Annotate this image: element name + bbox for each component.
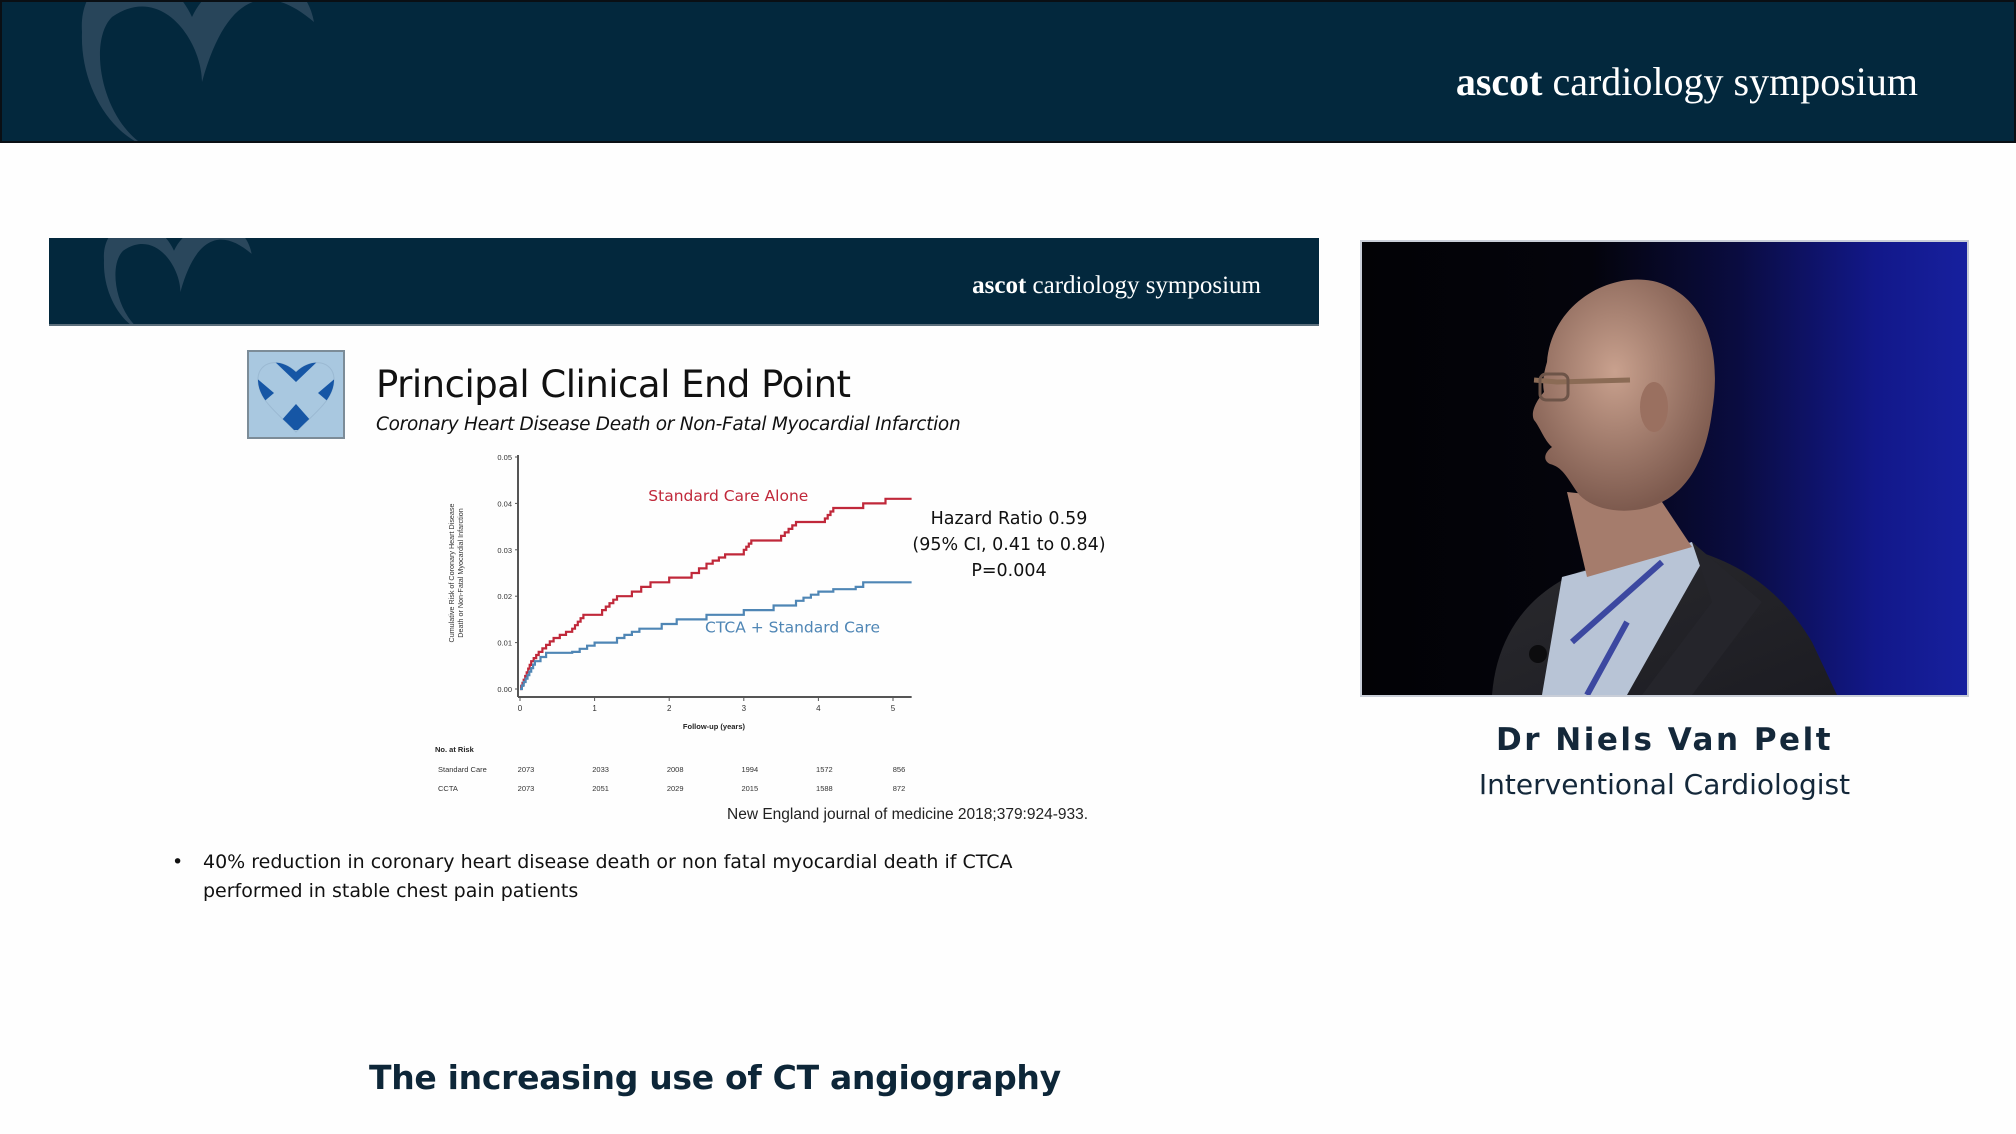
x-tick-label: 1 <box>592 704 597 713</box>
y-tick-label: 0.03 <box>497 546 512 555</box>
slide-brand-text: ascot cardiology symposium <box>972 272 1261 299</box>
risk-table-cell: 2033 <box>592 765 609 774</box>
bullet-item: • 40% reduction in coronary heart diseas… <box>172 848 1072 906</box>
speaker-role: Interventional Cardiologist <box>1478 768 1851 801</box>
heart-watermark-icon <box>81 2 314 141</box>
risk-table-cell: 2029 <box>667 784 684 793</box>
standard-care-curve <box>520 497 912 691</box>
standard-care-label: Standard Care Alone <box>648 487 808 505</box>
risk-table-cell: 856 <box>893 765 906 774</box>
x-tick-label: 3 <box>742 704 747 713</box>
confidence-interval-text: (95% CI, 0.41 to 0.84) <box>912 535 1106 555</box>
speaker-video <box>1360 240 1969 697</box>
kaplan-meier-chart: 0.00 0.01 0.02 0.03 0.04 0.05 0 1 2 3 4 5 Follow-up … <box>435 453 912 793</box>
risk-table-row-label: CCTA <box>438 784 458 793</box>
brand-logo-text: ascot cardiology symposium <box>1455 59 1918 104</box>
presentation-slide: ascot cardiology symposium Principal Cli… <box>49 238 1319 1058</box>
bullet-text: 40% reduction in coronary heart disease … <box>203 851 1013 902</box>
x-tick-label: 2 <box>667 704 672 713</box>
bullet-marker: • <box>172 851 184 873</box>
ctca-label: CTCA + Standard Care <box>705 618 880 636</box>
risk-table-cell: 2073 <box>518 784 535 793</box>
speaker-silhouette-icon <box>1492 279 1837 695</box>
risk-table-cell: 2015 <box>741 784 758 793</box>
ctca-curve <box>520 581 912 691</box>
risk-table-cell: 2051 <box>592 784 609 793</box>
x-tick-label: 5 <box>891 704 896 713</box>
slide-title: Principal Clinical End Point <box>376 363 851 406</box>
hazard-ratio-annotation: Hazard Ratio 0.59 (95% CI, 0.41 to 0.84)… <box>904 506 1114 584</box>
heart-watermark-icon <box>103 238 252 324</box>
p-value-text: P=0.004 <box>971 561 1047 581</box>
y-tick-label: 0.01 <box>497 639 512 648</box>
risk-table-cell: 1588 <box>816 784 833 793</box>
y-tick-label: 0.04 <box>497 499 512 508</box>
talk-title: The increasing use of CT angiography <box>369 1058 1061 1097</box>
y-axis-label: Cumulative Risk of Coronary Heart Diseas… <box>447 503 456 642</box>
slide-subtitle: Coronary Heart Disease Death or Non-Fata… <box>376 414 961 435</box>
y-tick-label: 0.00 <box>497 685 512 694</box>
risk-table-cell: 1994 <box>741 765 758 774</box>
y-tick-label: 0.02 <box>497 592 512 601</box>
speaker-name: Dr Niels Van Pelt <box>1495 722 1834 758</box>
y-axis-label: Death or Non-Fatal Myocardial Infarction <box>456 508 465 637</box>
x-tick-label: 0 <box>518 704 523 713</box>
risk-table-title: No. at Risk <box>435 745 475 754</box>
x-axis-label: Follow-up (years) <box>683 722 746 731</box>
slide-banner: ascot cardiology symposium <box>49 238 1319 326</box>
risk-table-cell: 2008 <box>667 765 684 774</box>
risk-table-row-label: Standard Care <box>438 765 487 774</box>
scottish-saltire-heart-icon <box>247 350 345 439</box>
top-banner: ascot cardiology symposium <box>0 0 2016 143</box>
y-tick-label: 0.05 <box>497 453 512 462</box>
risk-table-cell: 1572 <box>816 765 833 774</box>
citation: New England journal of medicine 2018;379… <box>727 806 1089 823</box>
risk-table-cell: 2073 <box>518 765 535 774</box>
hazard-ratio-text: Hazard Ratio 0.59 <box>930 509 1088 529</box>
x-tick-label: 4 <box>816 704 821 713</box>
risk-table-cell: 872 <box>893 784 906 793</box>
